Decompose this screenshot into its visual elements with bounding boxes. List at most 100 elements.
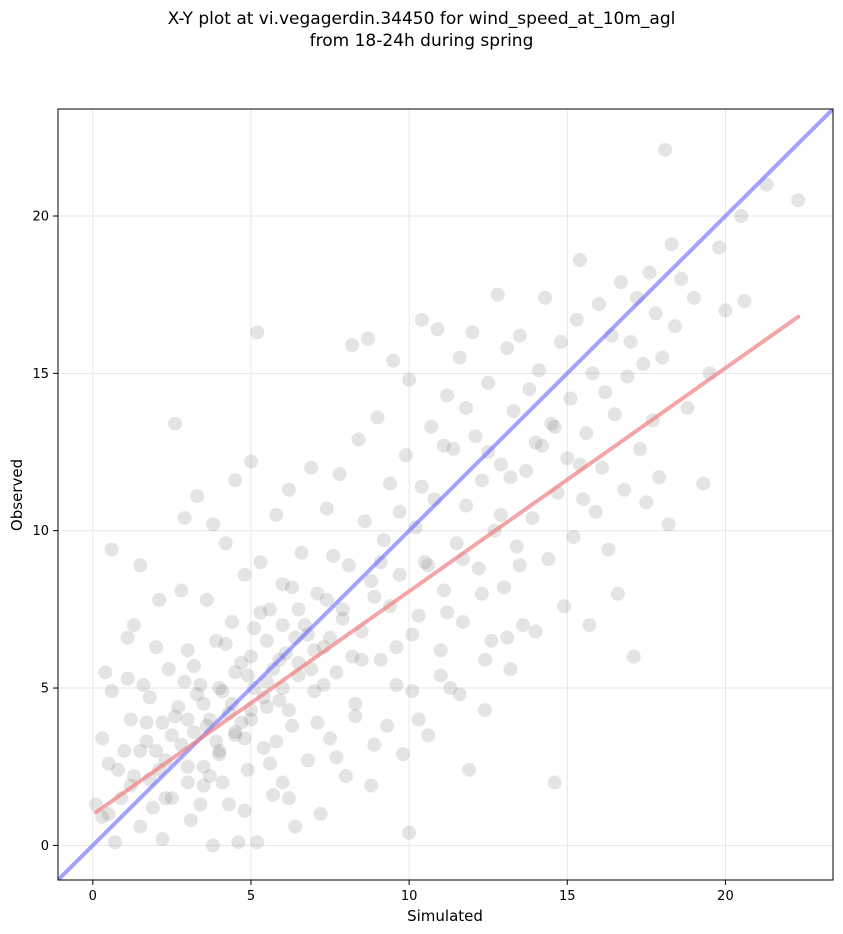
data-point <box>345 338 360 353</box>
data-point <box>484 633 499 648</box>
data-point <box>98 665 113 680</box>
data-point <box>345 649 360 664</box>
data-point <box>436 438 451 453</box>
data-point <box>136 677 151 692</box>
data-point <box>266 788 281 803</box>
data-point <box>588 504 603 519</box>
data-point <box>595 460 610 475</box>
data-point <box>111 762 126 777</box>
data-point <box>411 712 426 727</box>
x-tick-label: 10 <box>401 889 418 904</box>
data-point <box>206 838 220 853</box>
data-point <box>243 649 258 664</box>
data-point <box>471 561 486 576</box>
data-point <box>674 271 689 286</box>
data-point <box>696 476 711 491</box>
data-point <box>405 627 420 642</box>
data-point <box>516 618 530 633</box>
data-point <box>190 489 205 504</box>
data-point <box>142 690 157 705</box>
data-point <box>364 574 379 589</box>
data-point <box>149 640 164 655</box>
data-point <box>648 306 663 321</box>
data-point <box>187 725 202 740</box>
data-point <box>424 419 439 434</box>
data-point <box>120 630 135 645</box>
data-point <box>481 375 496 390</box>
data-point <box>525 511 540 526</box>
data-point <box>190 687 205 702</box>
plot-frame <box>57 108 834 881</box>
data-point <box>626 649 641 664</box>
data-point <box>734 208 749 223</box>
chart-title: X-Y plot at vi.vegagerdin.34450 for wind… <box>0 8 843 52</box>
data-point <box>247 621 262 636</box>
data-point <box>101 806 116 821</box>
data-point <box>642 265 657 280</box>
data-point <box>712 240 727 255</box>
data-point <box>180 712 195 727</box>
one-to-one-line <box>58 109 833 880</box>
data-point <box>281 791 296 806</box>
data-point <box>383 476 398 491</box>
data-point <box>373 652 388 667</box>
data-point <box>348 696 363 711</box>
data-point <box>392 504 407 519</box>
data-point <box>174 583 189 598</box>
data-point <box>285 580 300 595</box>
data-point <box>164 728 179 743</box>
data-point <box>639 495 654 510</box>
data-point <box>421 728 436 743</box>
data-point <box>560 451 575 466</box>
data-point <box>576 492 591 507</box>
data-point <box>117 743 132 758</box>
data-point <box>572 253 587 268</box>
data-point <box>250 835 265 850</box>
data-point <box>145 800 160 815</box>
data-point <box>304 662 319 677</box>
data-point <box>623 334 638 349</box>
data-point <box>158 791 173 806</box>
data-point <box>338 769 353 784</box>
x-tick-label: 5 <box>247 889 255 904</box>
data-point <box>478 703 493 718</box>
data-point <box>500 341 515 356</box>
data-point <box>224 614 239 629</box>
data-point <box>199 592 214 607</box>
data-point <box>620 369 635 384</box>
data-point <box>563 391 578 406</box>
data-point <box>215 684 230 699</box>
data-point <box>177 674 192 689</box>
data-point <box>221 797 236 812</box>
data-point <box>636 356 651 371</box>
data-point <box>107 835 122 850</box>
data-point <box>497 580 512 595</box>
data-point <box>243 712 258 727</box>
data-point <box>209 734 224 749</box>
data-point <box>522 382 537 397</box>
data-point <box>310 715 325 730</box>
data-point <box>465 325 480 340</box>
data-point <box>402 825 417 840</box>
data-point <box>262 756 277 771</box>
data-point <box>459 498 474 513</box>
data-point <box>395 747 410 762</box>
data-point <box>310 586 325 601</box>
data-point <box>478 652 493 667</box>
reference-lines <box>58 109 833 880</box>
data-point <box>617 482 632 497</box>
data-point <box>123 712 138 727</box>
data-point <box>155 715 170 730</box>
grid-lines <box>58 109 833 880</box>
data-point <box>373 555 388 570</box>
data-point <box>598 385 613 400</box>
data-point <box>579 426 594 441</box>
data-point <box>228 473 243 488</box>
data-point <box>506 404 521 419</box>
data-point <box>421 558 436 573</box>
data-point <box>152 592 167 607</box>
data-point <box>386 353 401 368</box>
data-point <box>474 473 489 488</box>
data-point <box>361 331 375 346</box>
